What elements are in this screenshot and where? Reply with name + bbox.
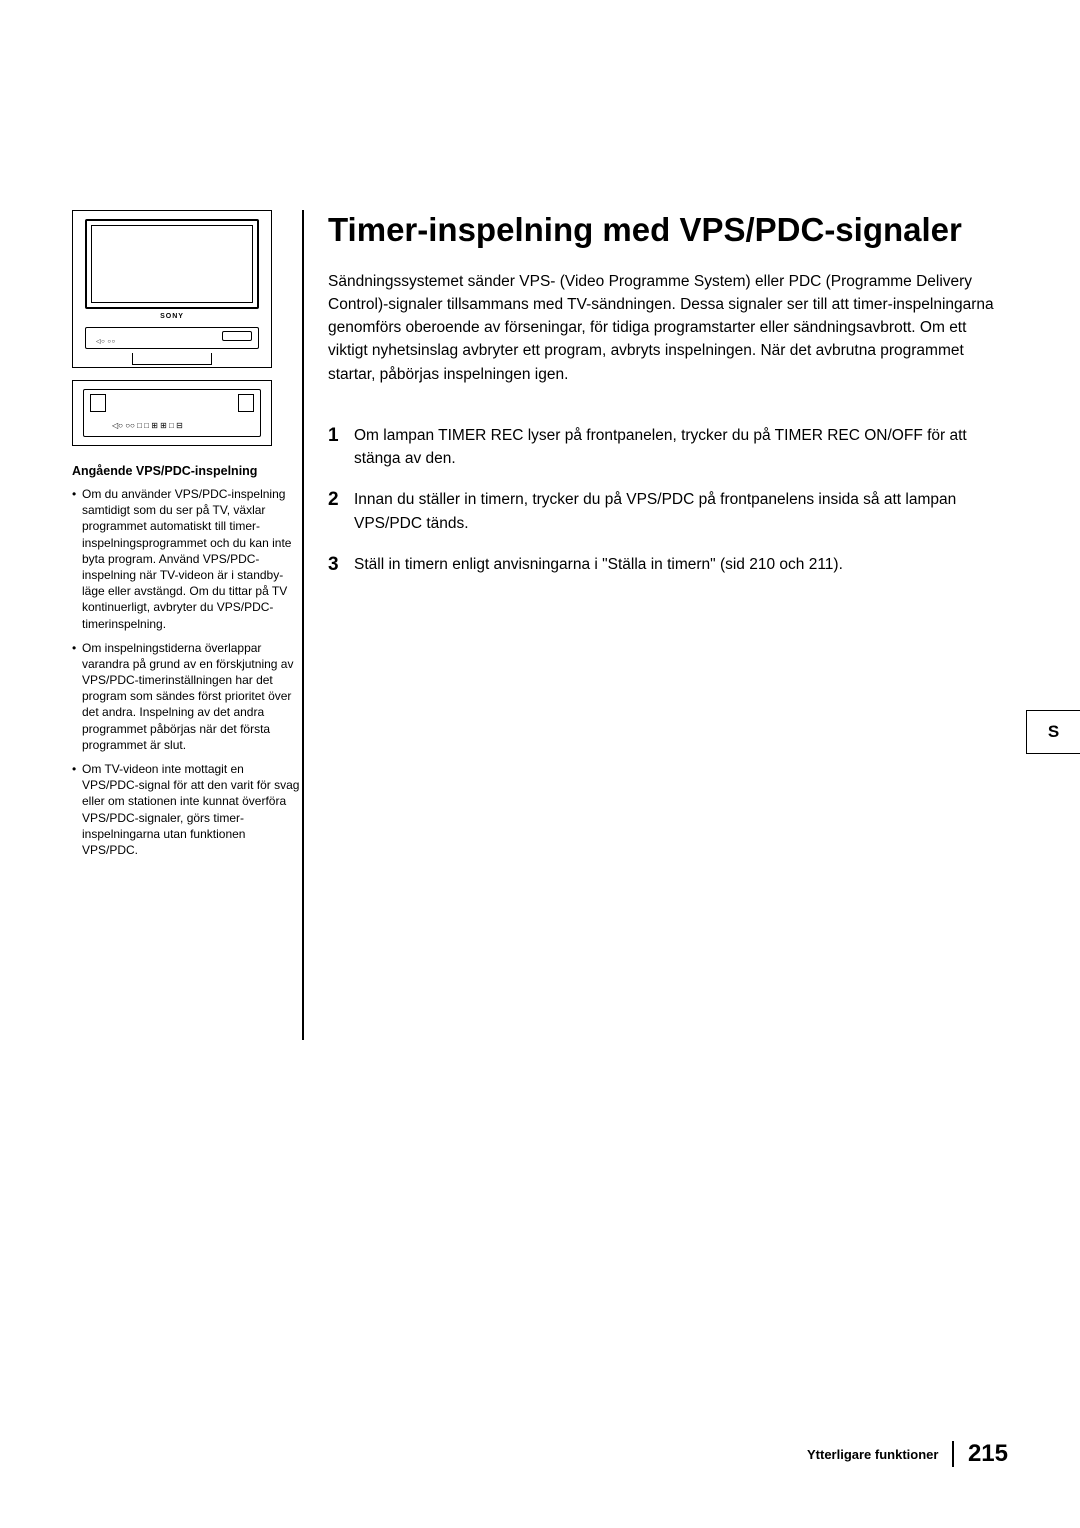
illustration-vcr-front: ◁○ ○○ □ □ ⊞ ⊞ □ ⊟ [72, 380, 272, 446]
sidebar-column: SONY ◁○ ○○ ◁○ ○○ □ □ ⊞ ⊞ □ ⊟ Angående VP… [72, 210, 302, 1040]
sony-brand-label: SONY [160, 313, 184, 320]
sidebar-heading: Angående VPS/PDC-inspelning [72, 464, 302, 478]
sidebar-note-item: Om TV-videon inte mottagit en VPS/PDC-si… [72, 761, 302, 858]
step-number: 1 [328, 424, 354, 471]
illustration-tv-vcr: SONY ◁○ ○○ [72, 210, 272, 368]
step-text: Ställ in timern enligt anvisningarna i "… [354, 553, 1008, 578]
footer-section-label: Ytterligare funktioner [807, 1447, 938, 1462]
sidebar-notes-list: Om du använder VPS/PDC-inspelning samtid… [72, 486, 302, 858]
tv-screen-outline [85, 219, 259, 309]
step-text: Innan du ställer in timern, trycker du p… [354, 488, 1008, 535]
column-divider [302, 210, 304, 1040]
intro-paragraph: Sändningssystemet sänder VPS- (Video Pro… [328, 270, 1008, 386]
step-number: 2 [328, 488, 354, 535]
step-number: 3 [328, 553, 354, 578]
footer-divider [952, 1441, 954, 1467]
footer-page-number: 215 [968, 1440, 1008, 1468]
step-item: 1 Om lampan TIMER REC lyser på frontpane… [328, 424, 1008, 471]
steps-list: 1 Om lampan TIMER REC lyser på frontpane… [328, 424, 1008, 578]
step-item: 3 Ställ in timern enligt anvisningarna i… [328, 553, 1008, 578]
illustration-group: SONY ◁○ ○○ ◁○ ○○ □ □ ⊞ ⊞ □ ⊟ [72, 210, 302, 446]
sidebar-note-item: Om inspelningstiderna överlappar varandr… [72, 640, 302, 753]
sidebar-note-item: Om du använder VPS/PDC-inspelning samtid… [72, 486, 302, 632]
vcr-body-outline: ◁○ ○○ [85, 327, 259, 349]
step-item: 2 Innan du ställer in timern, trycker du… [328, 488, 1008, 535]
page-footer: Ytterligare funktioner 215 [807, 1440, 1008, 1468]
vcr-front-buttons: ◁○ ○○ □ □ ⊞ ⊞ □ ⊟ [112, 421, 232, 430]
main-content: Timer-inspelning med VPS/PDC-signaler Sä… [328, 210, 1008, 1040]
page-title: Timer-inspelning med VPS/PDC-signaler [328, 210, 1008, 250]
step-text: Om lampan TIMER REC lyser på frontpanele… [354, 424, 1008, 471]
section-tab: S [1026, 710, 1080, 754]
